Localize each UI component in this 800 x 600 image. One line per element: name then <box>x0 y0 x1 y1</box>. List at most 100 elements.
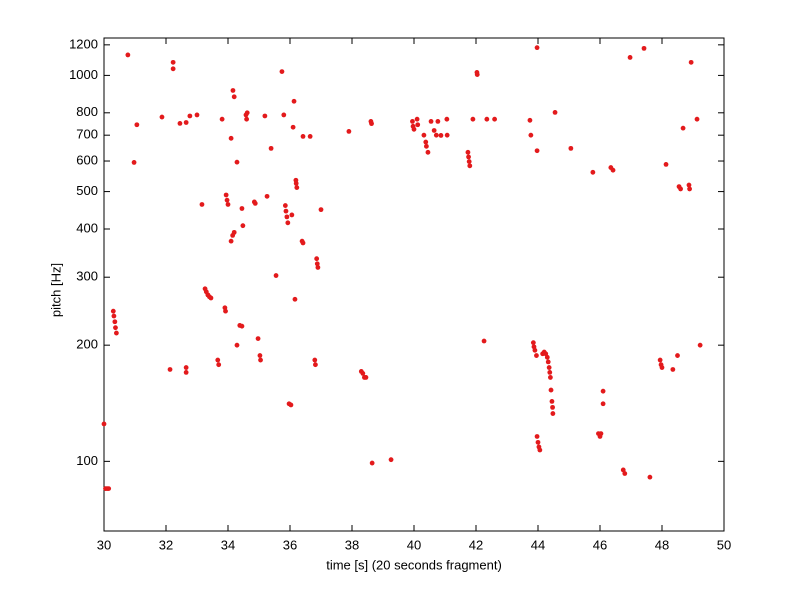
point <box>675 353 680 358</box>
point <box>219 116 225 122</box>
point <box>435 119 441 124</box>
point <box>544 354 550 360</box>
point <box>552 109 558 115</box>
point <box>535 439 541 445</box>
point <box>688 59 694 65</box>
point <box>216 362 222 368</box>
point <box>590 169 596 175</box>
point <box>438 133 444 138</box>
point <box>291 98 297 104</box>
point <box>647 474 653 480</box>
point <box>687 186 692 192</box>
x-tick-label: 40 <box>407 537 421 552</box>
point <box>279 69 285 74</box>
point <box>670 367 676 372</box>
point <box>550 411 556 416</box>
y-tick-label: 500 <box>76 183 98 198</box>
point <box>194 112 200 118</box>
point <box>659 365 665 370</box>
point <box>284 214 290 220</box>
y-tick-label: 100 <box>76 453 98 468</box>
point <box>114 330 119 336</box>
point <box>360 370 366 376</box>
point <box>346 128 352 134</box>
point <box>414 116 420 122</box>
point <box>101 421 107 427</box>
point <box>230 88 236 93</box>
point <box>240 223 246 229</box>
point <box>466 159 472 164</box>
point <box>610 167 616 173</box>
point <box>170 66 176 72</box>
point <box>300 240 306 246</box>
point <box>183 370 189 375</box>
point <box>224 197 230 203</box>
point <box>484 116 490 122</box>
point <box>481 338 487 344</box>
point <box>292 296 298 302</box>
point <box>262 113 268 119</box>
y-tick-label: 400 <box>76 220 98 235</box>
point <box>568 145 574 151</box>
point <box>444 132 450 138</box>
point <box>231 229 237 235</box>
point <box>257 353 263 358</box>
point <box>134 122 140 128</box>
point <box>113 325 118 331</box>
point <box>106 486 112 491</box>
point <box>534 353 539 358</box>
point <box>465 149 471 155</box>
point <box>312 357 318 363</box>
point <box>225 202 231 207</box>
point <box>223 192 229 198</box>
point <box>315 265 321 270</box>
point <box>183 120 189 125</box>
point <box>369 460 375 466</box>
point <box>239 206 245 211</box>
y-tick-label: 300 <box>76 269 98 284</box>
point <box>423 139 429 145</box>
point <box>694 116 700 122</box>
point <box>314 256 320 262</box>
point <box>244 116 250 122</box>
point <box>697 342 703 348</box>
x-tick-label: 34 <box>221 537 235 552</box>
point <box>234 342 240 348</box>
point <box>239 323 245 329</box>
point <box>110 308 116 314</box>
point <box>288 402 294 408</box>
point <box>244 110 250 116</box>
point <box>268 145 274 151</box>
y-tick-label: 1200 <box>69 36 98 51</box>
point <box>546 365 552 370</box>
point <box>170 59 176 65</box>
point <box>183 365 189 370</box>
point <box>431 128 437 133</box>
y-axis-label: pitch [Hz] <box>48 263 63 317</box>
point <box>492 116 497 122</box>
point <box>285 220 291 226</box>
x-tick-label: 32 <box>159 537 173 552</box>
point <box>369 121 374 127</box>
point <box>215 357 221 363</box>
point <box>598 431 604 437</box>
point <box>318 207 324 213</box>
x-axis-label: time [s] (20 seconds fragment) <box>326 557 502 572</box>
point <box>678 186 683 192</box>
point <box>534 148 540 154</box>
point <box>549 399 555 404</box>
point <box>641 45 647 51</box>
point <box>600 401 606 407</box>
point <box>294 185 300 191</box>
point <box>223 308 228 314</box>
point <box>680 125 686 131</box>
point <box>231 94 237 100</box>
point <box>199 202 205 207</box>
x-tick-label: 48 <box>655 537 669 552</box>
point <box>444 116 450 122</box>
x-tick-label: 46 <box>593 537 607 552</box>
point <box>421 132 427 138</box>
x-tick-label: 38 <box>345 537 359 552</box>
point <box>313 362 318 368</box>
